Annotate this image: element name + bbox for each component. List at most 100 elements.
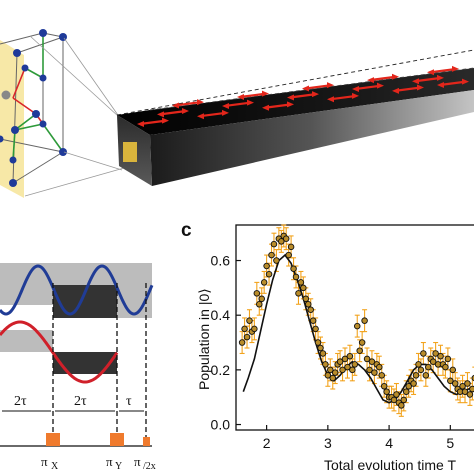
y-tick-label: 0.2 bbox=[211, 362, 231, 378]
pulse-label-pi-x-main: π bbox=[41, 454, 48, 469]
data-point bbox=[324, 372, 332, 379]
data-point bbox=[322, 361, 329, 368]
state-panel-bottom bbox=[0, 320, 119, 384]
data-point bbox=[351, 361, 359, 368]
data-point bbox=[307, 306, 314, 313]
pulse-label-pi-y-main: π bbox=[106, 454, 113, 469]
pulse-label-pi-y-sub: Y bbox=[115, 461, 122, 472]
pulse-pi-x bbox=[46, 433, 60, 446]
waveguide-side bbox=[150, 90, 474, 186]
data-point bbox=[393, 391, 400, 398]
spin-arrow-head-left bbox=[137, 121, 144, 127]
spin-arrow bbox=[262, 101, 294, 111]
data-point bbox=[368, 358, 376, 365]
spin-arrow-shaft bbox=[304, 84, 332, 90]
data-point bbox=[238, 339, 246, 346]
spin-arrow bbox=[352, 82, 384, 93]
spin-arrow-head-left bbox=[262, 104, 269, 111]
spin-arrow-head-left bbox=[327, 96, 334, 103]
spin-arrow-head-right bbox=[352, 92, 359, 99]
spin-arrow-head-left bbox=[427, 69, 434, 76]
spin-arrow-shaft bbox=[224, 101, 252, 108]
data-point bbox=[429, 358, 437, 365]
data-point bbox=[442, 363, 449, 371]
spin-arrow-head-right bbox=[262, 90, 269, 97]
data-point bbox=[417, 366, 425, 374]
data-point bbox=[319, 350, 327, 357]
data-point bbox=[339, 366, 346, 374]
spin-arrow-head-left bbox=[197, 113, 204, 120]
top-panel-gray-band bbox=[0, 263, 152, 285]
pulse-pi-2x bbox=[143, 437, 150, 446]
data-point bbox=[273, 257, 280, 264]
spin-arrow bbox=[412, 74, 444, 85]
data-point bbox=[270, 240, 278, 248]
spin-arrow-head-right bbox=[437, 74, 444, 81]
pulse-label-pi-x: π X bbox=[41, 454, 59, 472]
y-tick-label: 0.4 bbox=[211, 307, 231, 323]
data-point bbox=[305, 301, 312, 308]
data-point bbox=[263, 262, 270, 270]
spin-arrow bbox=[327, 92, 359, 103]
spin-arrow-shaft bbox=[414, 76, 442, 83]
data-point bbox=[405, 383, 412, 390]
x-axis-label: Total evolution time T bbox=[324, 457, 456, 473]
spin-arrow-shaft bbox=[139, 119, 167, 126]
data-points bbox=[238, 232, 474, 409]
data-point bbox=[265, 270, 273, 278]
aperture bbox=[123, 142, 137, 162]
pulse-pi-y bbox=[110, 433, 124, 446]
spin-arrow-shaft bbox=[239, 92, 267, 99]
data-point bbox=[336, 358, 344, 365]
data-point bbox=[346, 352, 354, 360]
data-point bbox=[469, 385, 474, 393]
data-point bbox=[292, 273, 300, 281]
data-point bbox=[410, 380, 417, 387]
y-axis-label: Population in |0⟩ bbox=[196, 288, 212, 390]
data-point bbox=[444, 355, 452, 363]
data-point bbox=[398, 402, 405, 409]
x-tick-label: 4 bbox=[385, 435, 393, 451]
pulse-label-pi-x-sub: X bbox=[51, 461, 59, 472]
top-panel-gray-left bbox=[0, 285, 53, 305]
pulse-label-pi-y: π Y bbox=[106, 454, 122, 472]
spin-arrow-head-right bbox=[197, 99, 204, 106]
data-point bbox=[425, 363, 432, 371]
spin-arrow-shaft bbox=[439, 80, 467, 87]
state-panel-top bbox=[0, 263, 154, 318]
fit-curve bbox=[242, 253, 474, 404]
panel-letter-c: c bbox=[181, 220, 192, 241]
data-point bbox=[420, 350, 427, 357]
data-point bbox=[464, 380, 471, 387]
data-point bbox=[297, 279, 305, 286]
data-point bbox=[268, 251, 275, 259]
pulse-label-pi-2x-sub: /2x bbox=[143, 461, 156, 472]
chart-ticks: 2 3 4 5 0.0 0.2 0.4 0.6 bbox=[211, 253, 455, 451]
data-point bbox=[251, 325, 258, 333]
pulse-sequence: 2τ 2τ τ π X π Y π /2x bbox=[0, 263, 156, 472]
zoom-lines bbox=[24, 35, 125, 197]
nv-center-atom bbox=[1, 90, 11, 100]
y-tick-label: 0.0 bbox=[211, 417, 231, 433]
spin-arrow-head-left bbox=[437, 82, 444, 88]
data-point bbox=[380, 383, 388, 390]
data-point bbox=[400, 396, 408, 404]
spin-arrow-head-right bbox=[287, 101, 294, 108]
spin-arrow bbox=[172, 99, 204, 109]
data-point bbox=[329, 374, 337, 382]
data-point bbox=[363, 355, 371, 363]
spin-arrow-shaft bbox=[429, 67, 457, 74]
spin-arrow bbox=[157, 108, 189, 118]
spin-arrow-head-left bbox=[412, 78, 419, 85]
data-point bbox=[447, 377, 454, 385]
data-point bbox=[258, 295, 265, 303]
data-point bbox=[290, 265, 297, 272]
data-point bbox=[285, 251, 292, 259]
data-point bbox=[295, 290, 302, 297]
data-point bbox=[287, 243, 295, 251]
spin-arrow bbox=[437, 78, 469, 88]
spin-arrow-head-right bbox=[417, 84, 424, 91]
blue-coherence-wave bbox=[0, 264, 154, 316]
spin-arrow bbox=[302, 82, 334, 92]
